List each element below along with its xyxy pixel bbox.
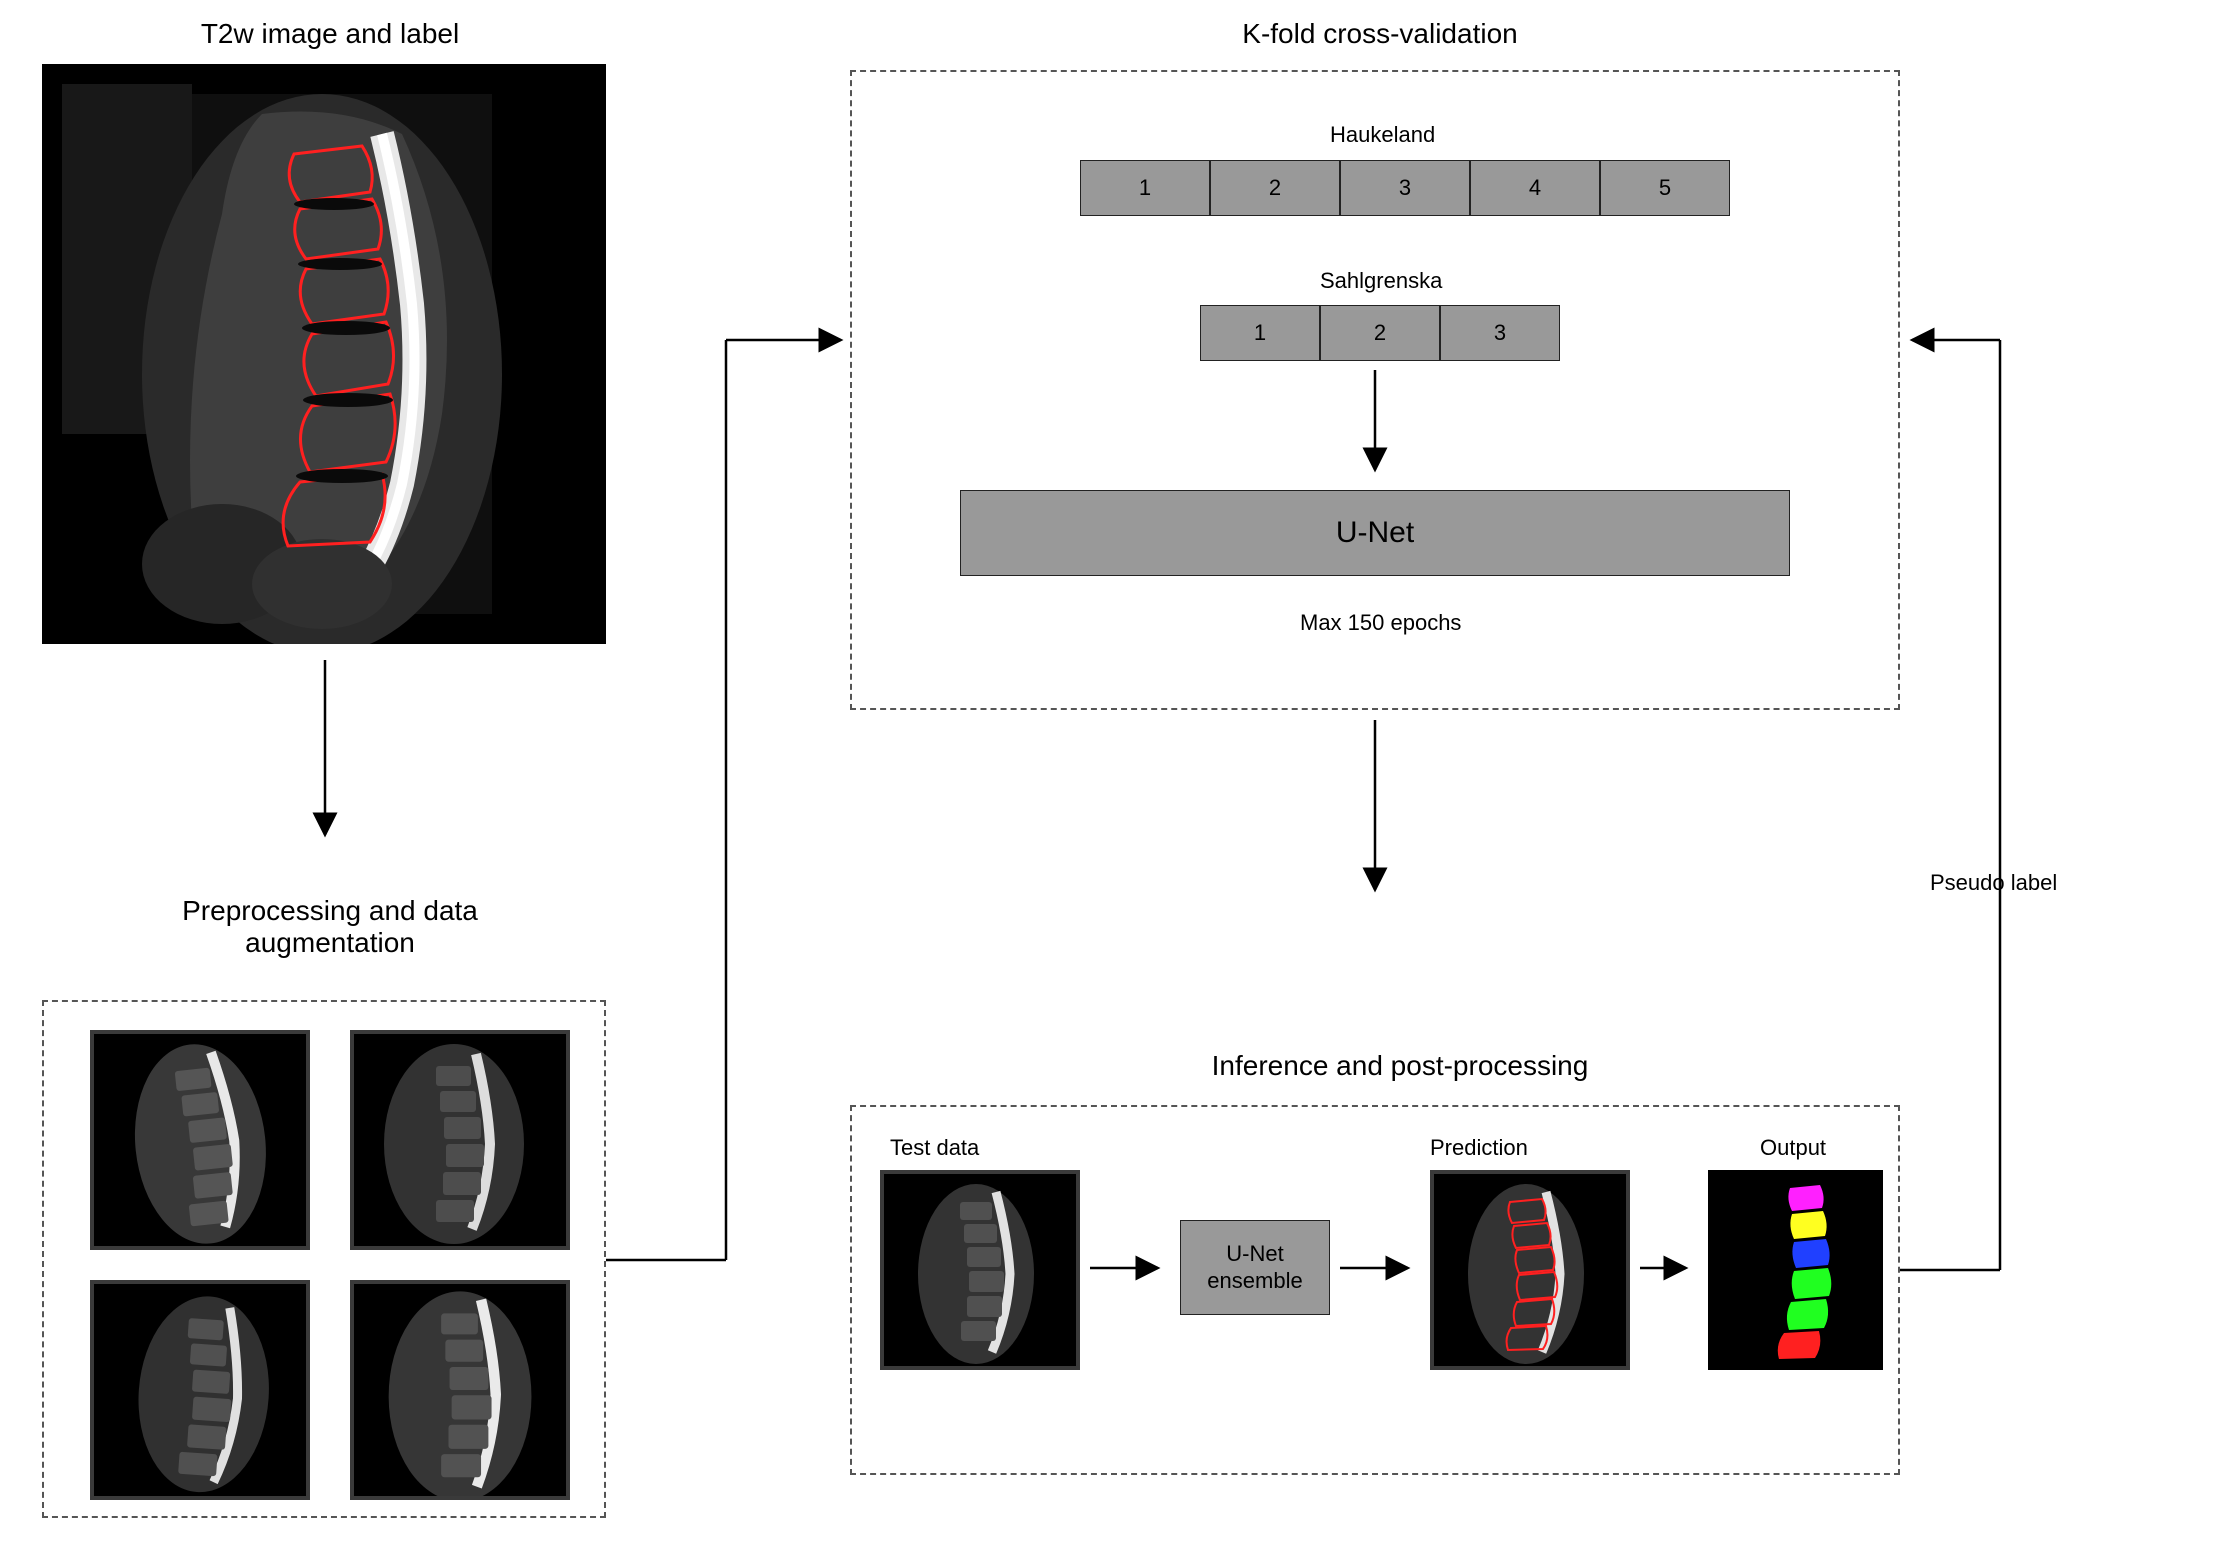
haukeland-fold-2: 2 [1210, 160, 1340, 216]
ensemble-label-1: U-Net [1226, 1241, 1283, 1267]
ensemble-label-2: ensemble [1207, 1268, 1302, 1294]
arrow-test-to-ensemble [1090, 1258, 1170, 1278]
unet-ensemble-box: U-Net ensemble [1180, 1220, 1330, 1315]
arrow-ensemble-to-prediction [1340, 1258, 1420, 1278]
aug-image-4 [350, 1280, 570, 1500]
output-image [1708, 1170, 1883, 1370]
arrow-prediction-to-output [1640, 1258, 1698, 1278]
sahlgrenska-label: Sahlgrenska [1320, 268, 1442, 294]
aug-image-1 [90, 1030, 310, 1250]
sahlgrenska-fold-3: 3 [1440, 305, 1560, 361]
preproc-title: Preprocessing and data augmentation [110, 895, 550, 959]
unet-box: U-Net [960, 490, 1790, 576]
inference-title: Inference and post-processing [1180, 1050, 1620, 1082]
haukeland-fold-1: 1 [1080, 160, 1210, 216]
prediction-label: Prediction [1430, 1135, 1528, 1161]
haukeland-fold-3: 3 [1340, 160, 1470, 216]
t2w-title: T2w image and label [140, 18, 520, 50]
unet-label: U-Net [1336, 516, 1414, 550]
sahlgrenska-fold-2: 2 [1320, 305, 1440, 361]
main-mri-image [42, 64, 606, 644]
preproc-line1: Preprocessing and data [182, 895, 478, 926]
haukeland-fold-5: 5 [1600, 160, 1730, 216]
arrow-kfold-to-inference [1360, 720, 1390, 905]
test-data-label: Test data [890, 1135, 979, 1161]
aug-image-3 [90, 1280, 310, 1500]
haukeland-fold-4: 4 [1470, 160, 1600, 216]
test-data-image [880, 1170, 1080, 1370]
aug-image-2 [350, 1030, 570, 1250]
arrow-down-1 [310, 660, 340, 850]
arrow-preproc-to-kfold [606, 330, 856, 1270]
haukeland-label: Haukeland [1330, 122, 1435, 148]
arrow-pseudo-loop [1900, 330, 2060, 1280]
sahlgrenska-fold-1: 1 [1200, 305, 1320, 361]
arrow-folds-to-unet [1360, 370, 1390, 480]
output-label: Output [1760, 1135, 1826, 1161]
prediction-image [1430, 1170, 1630, 1370]
kfold-title: K-fold cross-validation [1200, 18, 1560, 50]
epochs-label: Max 150 epochs [1300, 610, 1461, 636]
preproc-line2: augmentation [245, 927, 415, 958]
